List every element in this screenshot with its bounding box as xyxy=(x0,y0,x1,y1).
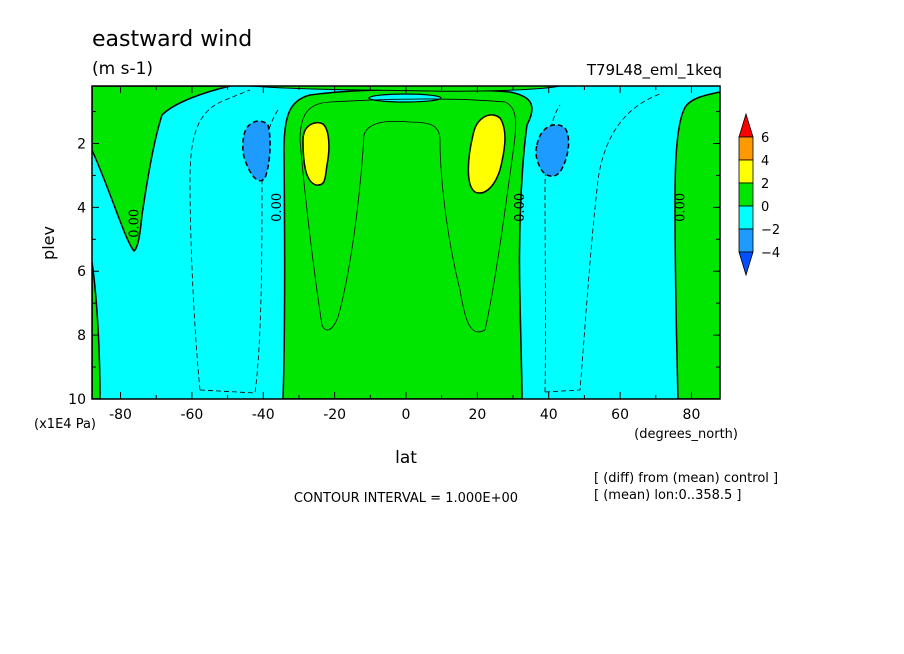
colorbar-swatch xyxy=(738,159,754,184)
contour-label: 0.00 xyxy=(513,193,528,222)
contour-label: 0.00 xyxy=(673,193,688,222)
colorbar-label: 4 xyxy=(761,154,769,169)
x-tick-label: -20 xyxy=(323,407,346,423)
x-tick-label: 0 xyxy=(402,407,411,423)
contour-label: 0.00 xyxy=(270,193,285,222)
x-tick-label: 40 xyxy=(540,407,558,423)
field-neg-2-north xyxy=(535,124,570,177)
field-pos-south-polar xyxy=(92,86,231,253)
note-mean: [ (mean) lon:0..358.5 ] xyxy=(594,488,742,503)
contour-dashed-sw xyxy=(189,89,251,391)
x-axis-label: lat xyxy=(395,448,417,468)
y-tick-label: 4 xyxy=(77,200,86,216)
field-neg-2-south xyxy=(242,120,271,182)
x-tick-label: -40 xyxy=(252,407,275,423)
colorbar-bottom-triangle xyxy=(738,251,754,277)
y-axis-label: plev xyxy=(39,226,58,260)
contour-inner-center xyxy=(299,98,517,333)
field-pos-north-polar xyxy=(674,91,720,399)
y-axis: 2 4 6 8 10 xyxy=(68,111,720,408)
colorbar-label: 6 xyxy=(761,131,769,146)
chart-units: (m s-1) xyxy=(92,59,153,79)
y-units: (x1E4 Pa) xyxy=(34,417,96,432)
y-tick-label: 10 xyxy=(68,392,86,408)
run-label: T79L48_eml_1keq xyxy=(586,61,722,80)
field-neg-top-lens xyxy=(368,93,442,103)
note-diff: [ (diff) from (mean) control ] xyxy=(594,471,778,486)
contour-interval: CONTOUR INTERVAL = 1.000E+00 xyxy=(294,491,518,506)
colorbar-label: 0 xyxy=(761,200,769,215)
contour-dashed-ne xyxy=(544,104,561,393)
colorbar-swatch xyxy=(738,136,754,161)
contour-labels: 0.00 0.00 0.00 0.00 xyxy=(127,193,688,238)
field-pos-top-strip xyxy=(249,86,561,92)
y-tick-label: 2 xyxy=(77,136,86,152)
x-units: (degrees_north) xyxy=(634,427,738,442)
field-pos-2-north xyxy=(467,114,506,194)
y-tick-label: 6 xyxy=(77,264,86,280)
plot-area xyxy=(92,86,720,399)
colorbar-label: 2 xyxy=(761,177,769,192)
contour-dashed-ne2 xyxy=(544,93,661,393)
y-tick-label: 8 xyxy=(77,328,86,344)
chart-title: eastward wind xyxy=(92,27,252,52)
x-tick-label: -60 xyxy=(180,407,203,423)
field-pos-2-south xyxy=(302,121,330,186)
x-tick-label: 80 xyxy=(683,407,701,423)
x-tick-label: 60 xyxy=(611,407,629,423)
colorbar-swatch xyxy=(738,228,754,253)
colorbar-swatch xyxy=(738,182,754,207)
colorbar-label: −4 xyxy=(761,246,780,261)
colorbar-top-triangle xyxy=(738,112,754,138)
x-axis: -80 -60 -40 -20 0 20 40 60 80 xyxy=(109,86,700,423)
colorbar-label: −2 xyxy=(761,223,780,238)
contour-label: 0.00 xyxy=(127,209,142,238)
x-tick-label: 20 xyxy=(468,407,486,423)
colorbar-swatch xyxy=(738,205,754,230)
x-tick-label: -80 xyxy=(109,407,132,423)
colorbar-legend: 6 4 2 0 −2 −4 xyxy=(738,112,780,277)
